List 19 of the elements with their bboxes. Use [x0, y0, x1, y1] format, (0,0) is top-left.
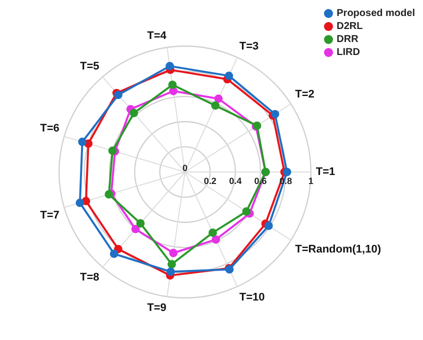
spoke-label: T=2 [295, 88, 314, 101]
spoke-label: T=9 [147, 302, 166, 314]
y-tick-label: 0.2 [204, 176, 216, 186]
spoke-label: T=6 [40, 122, 60, 135]
spoke-label: T=4 [147, 30, 168, 42]
spoke-label: T=Random(1,10) [295, 243, 382, 256]
y-tick-label: 1 [308, 176, 314, 186]
y-tick-label: 0.4 [229, 176, 242, 186]
legend-label: LIRD [336, 47, 360, 58]
y-tick-label: 0 [182, 162, 188, 173]
spoke-label: T=10 [239, 292, 265, 304]
legend-label: Proposed model [336, 8, 415, 19]
spoke-label: T=1 [316, 166, 336, 178]
spoke-label: T=5 [80, 60, 100, 72]
legend-label: D2RL [336, 21, 363, 32]
spoke-label: T=7 [40, 210, 60, 222]
spoke-label: T=3 [239, 40, 259, 52]
legend-label: DRR [336, 34, 358, 45]
spoke-label: T=8 [80, 272, 100, 284]
